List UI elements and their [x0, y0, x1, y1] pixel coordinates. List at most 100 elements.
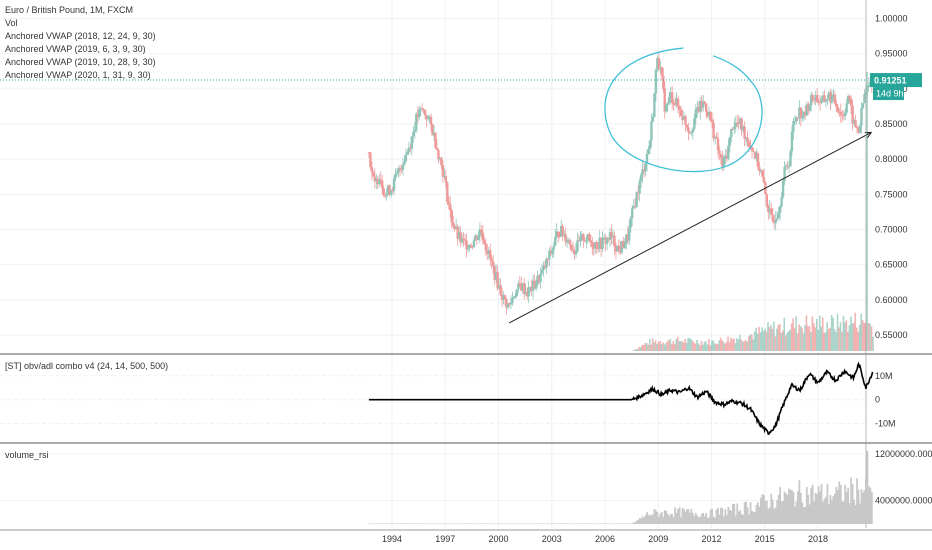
study-anchored-vwap-1[interactable]: Anchored VWAP (2018, 12, 24, 9, 30)	[5, 31, 156, 41]
candle-body	[713, 137, 717, 139]
study-vol[interactable]: Vol	[5, 18, 18, 28]
volume-rsi-bar	[740, 513, 743, 524]
candle-body	[533, 280, 536, 289]
volume-rsi-bar	[848, 503, 851, 524]
volume-bar	[838, 327, 840, 351]
volume-rsi-bar	[795, 501, 798, 524]
candle-body	[746, 137, 749, 142]
obv-study-title[interactable]: [ST] obv/adl combo v4 (24, 14, 500, 500)	[5, 361, 169, 371]
candle-body	[629, 218, 632, 228]
volume-bar	[854, 312, 857, 351]
candle-body	[767, 206, 770, 213]
candle-body	[383, 195, 387, 197]
candle-body	[759, 170, 763, 172]
candle-body	[857, 128, 860, 133]
volume-rsi-bar	[731, 503, 734, 524]
volume-rsi-bar	[654, 510, 657, 524]
candle-body	[412, 131, 415, 137]
volume-bar	[693, 342, 695, 351]
candle-body	[499, 285, 502, 295]
volume-rsi-bar	[418, 523, 421, 524]
volume-bar	[645, 342, 648, 351]
volume-rsi-bar	[788, 488, 790, 524]
volume-bar	[855, 327, 858, 351]
obv-tick-label: 10M	[875, 371, 893, 381]
candle-body	[435, 147, 439, 151]
candle-body	[462, 238, 465, 240]
study-anchored-vwap-4[interactable]: Anchored VWAP (2020, 1, 31, 9, 30)	[5, 70, 151, 80]
volume-rsi-bar	[733, 503, 736, 524]
volume-rsi-bar	[717, 507, 719, 524]
volume-rsi-bar	[748, 514, 750, 524]
volume-rsi-bar	[847, 487, 850, 524]
volume-rsi-bar	[499, 523, 502, 525]
volume-rsi-bar	[723, 516, 725, 524]
volume-bar	[663, 344, 666, 351]
volume-bar	[839, 322, 842, 351]
volume-rsi-bar	[533, 523, 536, 525]
volume-rsi-bar	[674, 507, 677, 524]
volume-rsi-bar	[504, 523, 506, 525]
volume-rsi-bar	[801, 502, 804, 524]
volume-rsi-bar	[820, 483, 823, 524]
volume-rsi-bar	[743, 502, 746, 524]
volume-rsi-bar	[459, 523, 462, 525]
volume-bar	[851, 323, 854, 351]
last-price-badge	[870, 73, 922, 88]
volume-rsi-bar	[564, 523, 567, 524]
volume-rsi-title[interactable]: volume_rsi	[5, 450, 49, 460]
candle-body	[639, 174, 643, 182]
candle-body	[567, 240, 570, 242]
volume-bar	[662, 342, 664, 351]
volume-rsi-bar	[415, 523, 418, 525]
main-legend: Euro / British Pound, 1M, FXCM Vol Ancho…	[5, 4, 156, 82]
volume-rsi-bar	[600, 523, 603, 525]
candle-body	[789, 151, 792, 167]
candle-body	[654, 70, 658, 94]
candle-body	[444, 176, 448, 183]
volume-rsi-bar	[774, 507, 777, 524]
volume-rsi-bar	[687, 509, 690, 524]
time-tick-label: 1994	[382, 534, 402, 544]
volume-rsi-bar	[850, 477, 853, 524]
volume-rsi-bar	[384, 523, 387, 525]
volume-rsi-bar	[490, 523, 493, 525]
symbol-title[interactable]: Euro / British Pound, 1M, FXCM	[5, 5, 134, 15]
candle-body	[379, 179, 382, 181]
candle-body	[392, 178, 396, 191]
volume-rsi-bar	[518, 523, 521, 525]
candle-body	[459, 232, 462, 243]
candle-body	[771, 214, 774, 221]
candle-body	[483, 240, 486, 244]
candle-body	[656, 58, 659, 71]
candle-body	[508, 303, 511, 305]
candle-body	[487, 250, 490, 254]
volume-rsi-bar	[552, 523, 555, 524]
volume-rsi-bar	[724, 509, 727, 524]
candle-body	[814, 94, 817, 101]
study-anchored-vwap-2[interactable]: Anchored VWAP (2019, 6, 3, 9, 30)	[5, 44, 146, 54]
volume-rsi-bar	[798, 480, 801, 524]
volume-rsi-bar	[508, 523, 511, 525]
volume-rsi-bar	[754, 511, 756, 524]
volume-rsi-bar	[715, 509, 718, 524]
candle-body	[478, 229, 482, 236]
volume-bar	[821, 317, 824, 351]
volume-bar	[842, 315, 845, 351]
volume-bar	[659, 341, 661, 351]
volume-rsi-bar	[444, 523, 447, 525]
candle-body	[497, 285, 501, 289]
candle-body	[657, 58, 661, 69]
candle-body	[744, 137, 748, 139]
candle-body	[452, 222, 455, 226]
candle-body	[613, 235, 616, 247]
volume-rsi-bar	[419, 523, 422, 525]
volume-rsi-bar	[548, 523, 551, 525]
candle-body	[413, 130, 416, 132]
candle-body	[783, 166, 786, 182]
volume-rsi-bar	[814, 492, 817, 524]
candle-body	[653, 93, 656, 117]
study-anchored-vwap-3[interactable]: Anchored VWAP (2019, 10, 28, 9, 30)	[5, 57, 156, 67]
time-tick-label: 2018	[808, 534, 828, 544]
volume-bar	[651, 338, 654, 351]
